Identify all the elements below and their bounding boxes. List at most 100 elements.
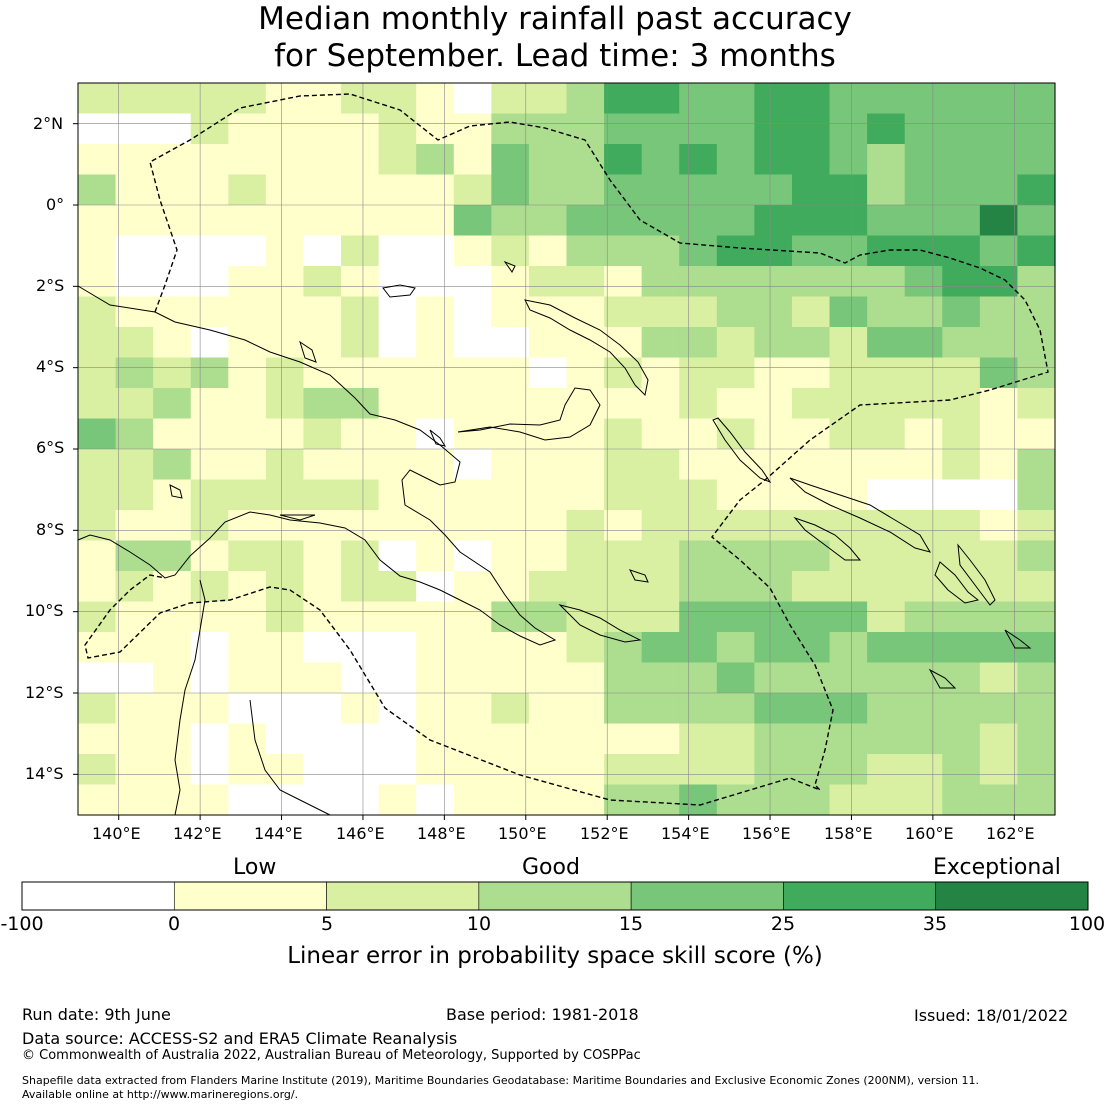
skill-cell	[979, 327, 1019, 359]
skill-cell	[341, 479, 380, 511]
skill-cell	[115, 693, 154, 725]
skill-cell	[453, 174, 492, 206]
skill-cell	[942, 205, 981, 237]
skill-cell	[416, 723, 455, 755]
skill-cell	[679, 144, 718, 176]
skill-cell	[829, 296, 868, 328]
skill-cell	[378, 418, 417, 450]
skill-cell	[265, 144, 305, 176]
colorbar-segment	[783, 881, 937, 911]
skill-cell	[604, 693, 643, 725]
skill-cell	[378, 144, 417, 176]
skill-cell	[979, 266, 1019, 298]
skill-cell	[228, 784, 267, 816]
skill-cell	[1017, 601, 1056, 633]
skill-cell	[78, 235, 117, 267]
skill-cell	[115, 571, 154, 603]
skill-cell	[153, 632, 192, 664]
coastline-bougainville	[712, 417, 772, 484]
coastline-new-guinea	[77, 285, 557, 646]
skill-cell	[228, 418, 267, 450]
skill-cell	[791, 601, 831, 633]
skill-cell	[528, 479, 568, 511]
skill-cell	[265, 571, 305, 603]
skill-cell	[641, 235, 680, 267]
skill-cell	[303, 83, 342, 115]
skill-cell	[115, 784, 154, 816]
skill-cell	[867, 784, 906, 816]
lat-label: 4°S	[36, 357, 65, 376]
skill-cell	[942, 723, 981, 755]
skill-cell	[791, 205, 831, 237]
skill-cell	[641, 632, 680, 664]
skill-cell	[979, 693, 1019, 725]
skill-cell	[265, 754, 305, 786]
skill-cell	[115, 723, 154, 755]
skill-cell	[679, 510, 718, 542]
skill-cell	[754, 296, 793, 328]
skill-cell	[416, 83, 455, 115]
skill-cell	[679, 632, 718, 664]
skill-cell	[78, 266, 117, 298]
skill-cell	[679, 235, 718, 267]
colorbar-segment	[935, 881, 1089, 911]
skill-cell	[491, 357, 530, 389]
skill-cell	[115, 601, 154, 633]
skill-cell	[228, 571, 267, 603]
skill-cell	[265, 388, 305, 420]
skill-cell	[867, 662, 906, 694]
skill-cell	[904, 754, 943, 786]
skill-cell	[904, 266, 943, 298]
skill-cell	[378, 540, 417, 572]
skill-cell	[378, 784, 417, 816]
skill-cell	[604, 449, 643, 481]
lon-label: 148°E	[417, 824, 466, 843]
lat-label: 14°S	[25, 764, 64, 783]
skill-cell	[942, 83, 981, 115]
skill-cell	[604, 479, 643, 511]
skill-cell	[453, 510, 492, 542]
skill-cell	[566, 723, 605, 755]
skill-cell	[829, 235, 868, 267]
skill-cell	[115, 540, 154, 572]
lon-label: 144°E	[254, 824, 303, 843]
skill-cell	[78, 632, 117, 664]
skill-cell	[190, 327, 229, 359]
skill-cell	[303, 174, 342, 206]
coastline-new-britain	[457, 387, 601, 441]
skill-cell	[867, 144, 906, 176]
skill-cell	[341, 693, 380, 725]
skill-cell	[641, 418, 680, 450]
skill-cell	[979, 235, 1019, 267]
skill-cell	[190, 540, 229, 572]
coastline-solomons-2	[793, 516, 862, 561]
skill-cell	[867, 540, 906, 572]
skill-cell	[942, 784, 981, 816]
skill-cell	[604, 632, 643, 664]
skill-cell	[904, 296, 943, 328]
skill-cell	[491, 113, 530, 145]
skill-cell	[265, 479, 305, 511]
skill-cell	[228, 388, 267, 420]
skill-cell	[566, 235, 605, 267]
skill-cell	[641, 113, 680, 145]
skill-cell	[716, 296, 755, 328]
skill-cell	[979, 723, 1019, 755]
lat-label: 6°S	[36, 438, 65, 457]
skill-cell	[78, 388, 117, 420]
skill-cell	[453, 235, 492, 267]
skill-cell	[979, 754, 1019, 786]
skill-cell	[78, 83, 117, 115]
skill-cell	[791, 266, 831, 298]
skill-cell	[491, 418, 530, 450]
skill-cell	[829, 754, 868, 786]
map-title-line1: Median monthly rainfall past accuracy	[258, 1, 852, 37]
skill-cell	[829, 632, 868, 664]
colorbar-category-exceptional: Exceptional	[933, 855, 1061, 880]
skill-cell	[153, 83, 192, 115]
skill-cell	[679, 449, 718, 481]
skill-cell	[979, 510, 1019, 542]
skill-cell	[791, 113, 831, 145]
skill-cell	[265, 723, 305, 755]
skill-cell	[78, 479, 117, 511]
